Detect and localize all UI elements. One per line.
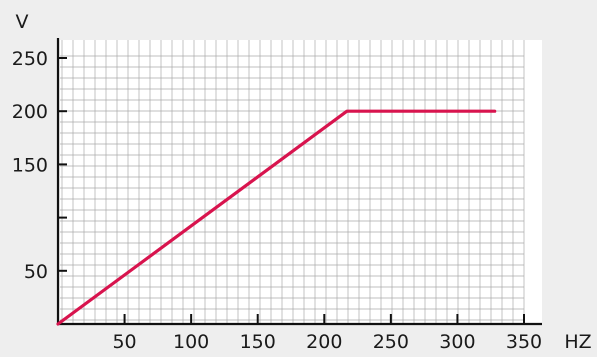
x-tick-label: 250 <box>373 331 409 353</box>
x-tick-label: 350 <box>506 331 542 353</box>
x-tick-label: 150 <box>240 331 276 353</box>
x-tick-label: 100 <box>173 331 209 353</box>
series-line <box>56 109 497 326</box>
y-axis-label: V <box>16 11 29 33</box>
x-tick-label: 300 <box>439 331 475 353</box>
axes <box>56 38 542 326</box>
x-tick-label: 50 <box>112 331 136 353</box>
x-tick-label: 200 <box>306 331 342 353</box>
tick-labels: 50 100 150 200 250 300 350 50 150 200 250 <box>12 48 542 353</box>
y-tick-label: 150 <box>12 154 48 176</box>
ticks <box>58 57 525 324</box>
y-tick-label: 200 <box>12 101 48 123</box>
x-axis-label: HZ <box>564 331 591 353</box>
plot-background <box>60 40 542 324</box>
y-tick-label: 50 <box>24 261 48 283</box>
grid <box>60 40 525 324</box>
y-tick-label: 250 <box>12 48 48 70</box>
